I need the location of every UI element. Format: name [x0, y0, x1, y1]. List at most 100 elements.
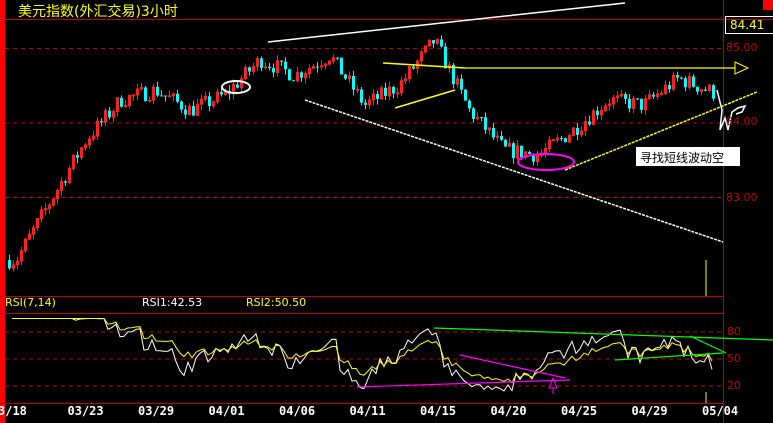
candle-down — [192, 106, 195, 116]
candle-up — [660, 92, 663, 95]
candle-up — [28, 233, 31, 240]
candle-up — [60, 180, 63, 191]
candle-up — [116, 97, 119, 112]
candle-down — [180, 101, 183, 110]
candle-down — [300, 72, 303, 78]
candle-down — [696, 86, 699, 92]
candle-up — [584, 121, 587, 132]
candle-up — [556, 137, 559, 141]
candle-up — [396, 92, 399, 95]
candle-up — [424, 45, 427, 53]
candle-up — [200, 98, 203, 105]
x-tick-label: 3/18 — [0, 404, 27, 418]
candle-up — [548, 139, 551, 150]
candle-up — [312, 66, 315, 69]
x-tick-label: 04/06 — [279, 404, 316, 418]
candle-up — [348, 75, 351, 80]
candle-up — [204, 95, 207, 100]
candle-down — [668, 85, 671, 90]
candle-up — [388, 86, 391, 97]
candle-up — [140, 87, 143, 90]
candle-down — [684, 78, 687, 88]
ellipse-mark-white — [221, 80, 251, 94]
drawn-annotations — [221, 2, 773, 403]
candle-up — [132, 94, 135, 97]
candle-up — [688, 76, 691, 88]
candle-up — [332, 57, 335, 62]
candle-down — [484, 117, 487, 130]
candle-up — [240, 78, 243, 89]
candle-up — [400, 80, 403, 94]
upper-trendline — [267, 2, 626, 43]
candle-down — [500, 135, 503, 140]
candle-up — [32, 227, 35, 235]
candle-down — [596, 110, 599, 116]
candle-up — [620, 93, 623, 97]
candle-down — [272, 68, 275, 73]
candle-down — [360, 89, 363, 103]
candle-down — [292, 80, 295, 82]
rsi1-line — [12, 317, 713, 392]
candle-up — [516, 145, 519, 159]
candle-down — [340, 57, 343, 75]
support-trendline — [564, 91, 758, 171]
candle-down — [208, 96, 211, 107]
candle-up — [168, 95, 171, 98]
rsi1-value: RSI1:42.53 — [142, 296, 203, 309]
candle-down — [532, 153, 535, 162]
rsi-green-top-line — [433, 327, 773, 341]
candle-down — [120, 97, 123, 107]
candle-down — [392, 87, 395, 94]
candle-up — [44, 208, 47, 211]
candle-up — [188, 105, 191, 116]
rsi-green-bottom-line — [614, 352, 724, 361]
candle-up — [304, 73, 307, 79]
candle-up — [88, 138, 91, 146]
annotation-text-box: 寻找短线波动空 — [636, 147, 740, 166]
arrow-right-icon — [734, 61, 750, 75]
candle-down — [352, 75, 355, 90]
candle-up — [12, 264, 15, 269]
candle-up — [656, 93, 659, 98]
candle-up — [40, 209, 43, 220]
yellow-line-bottom — [394, 89, 456, 109]
candle-up — [276, 60, 279, 73]
candle-down — [504, 139, 507, 147]
candle-up — [256, 57, 259, 67]
rsi-tick-label: 50 — [727, 352, 741, 365]
candle-down — [248, 67, 251, 72]
candle-down — [108, 110, 111, 118]
candle-down — [468, 100, 471, 109]
candle-down — [344, 74, 347, 79]
candle-up — [244, 66, 247, 80]
candle-up — [568, 134, 571, 143]
x-tick-label: 03/29 — [138, 404, 175, 418]
candle-down — [564, 138, 567, 143]
candle-down — [76, 155, 79, 158]
candle-down — [680, 77, 683, 79]
candle-up — [324, 63, 327, 67]
candle-down — [528, 152, 531, 154]
rsi-indicator-name[interactable]: RSI(7,14) — [5, 296, 56, 309]
y-tick-label: 83.00 — [726, 191, 758, 204]
candle-up — [600, 109, 603, 116]
candle-up — [664, 84, 667, 94]
candle-up — [264, 66, 267, 69]
candle-down — [512, 143, 515, 159]
candle-down — [412, 66, 415, 69]
candle-down — [636, 98, 639, 100]
candle-down — [460, 78, 463, 90]
x-tick-label: 04/25 — [561, 404, 598, 418]
candle-up — [68, 168, 71, 184]
rsi-magenta-diag-line — [459, 354, 566, 379]
candle-up — [428, 39, 431, 47]
candle-up — [644, 98, 647, 111]
candle-down — [576, 127, 579, 135]
candle-down — [676, 75, 679, 78]
candle-up — [252, 65, 255, 73]
candle-up — [308, 67, 311, 75]
chart-title: 美元指数(外汇交易)3小时 — [18, 4, 178, 20]
candle-down — [480, 117, 483, 119]
candle-down — [8, 260, 11, 269]
candle-up — [616, 95, 619, 99]
